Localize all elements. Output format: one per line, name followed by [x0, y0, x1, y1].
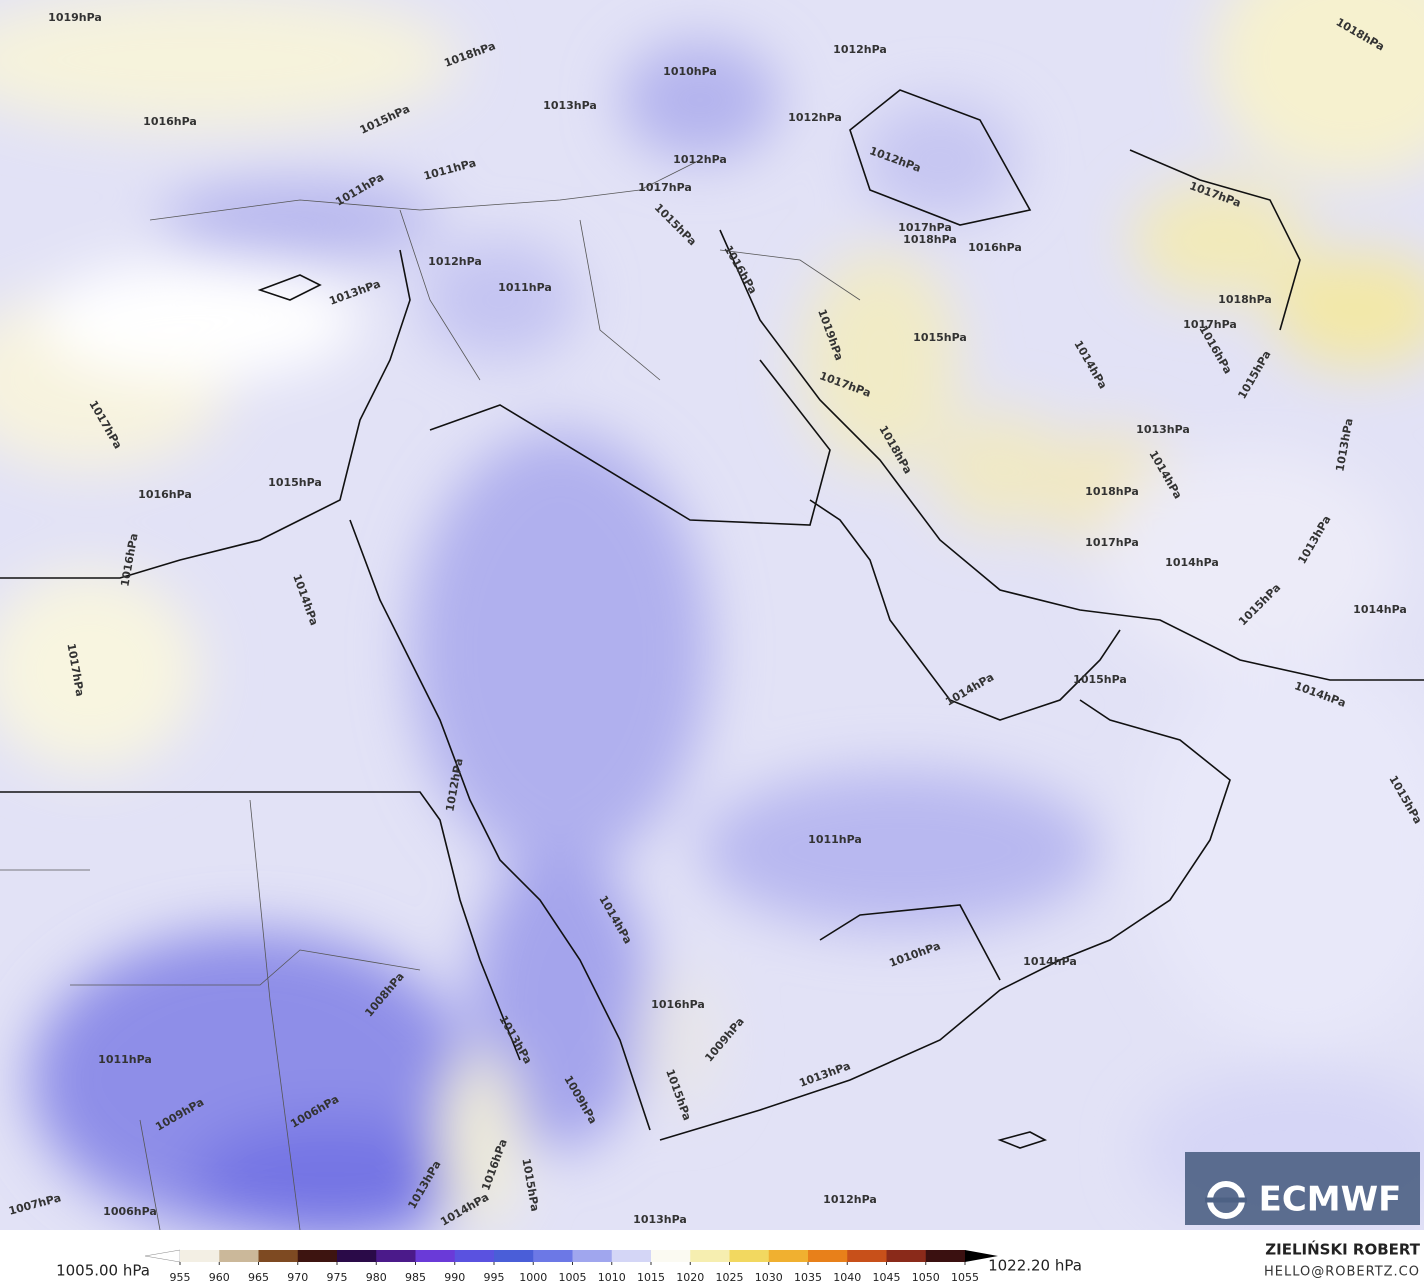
- isobar-label: 1006hPa: [103, 1205, 157, 1218]
- colorbar-tick-label: 1005: [559, 1271, 587, 1284]
- colorbar-segment: [808, 1250, 848, 1262]
- author: ZIELIŃSKI ROBERT: [1265, 1240, 1420, 1259]
- isobar-label: 1013hPa: [1136, 423, 1190, 436]
- isobar-label: 1011hPa: [808, 833, 862, 846]
- isobar-label: 1014hPa: [1353, 603, 1407, 616]
- isobar-label: 1016hPa: [143, 115, 197, 128]
- colorbar-tick-label: 980: [366, 1271, 387, 1284]
- colorbar: 955 960 965 970 975 980 985 990 995 1000 1005 1010 1…: [144, 1249, 998, 1284]
- pressure-field: [0, 0, 1424, 1230]
- isobar-label: 1012hPa: [823, 1193, 877, 1206]
- colorbar-segment: [376, 1250, 416, 1262]
- colorbar-tick-label: 955: [170, 1271, 191, 1284]
- colorbar-tick-label: 1045: [873, 1271, 901, 1284]
- isobar-label: 1018hPa: [1218, 293, 1272, 306]
- colorbar-tick-label: 1050: [912, 1271, 940, 1284]
- isobar-label: 1016hPa: [651, 998, 705, 1011]
- colorbar-tick-label: 995: [484, 1271, 505, 1284]
- colorbar-segment: [533, 1250, 573, 1262]
- isobar-label: 1015hPa: [1073, 673, 1127, 686]
- colorbar-segment: [925, 1250, 966, 1262]
- map: 1019hPa 1018hPa 1012hPa 1010hPa 1018hPa 1016h…: [0, 0, 1424, 1230]
- colorbar-end: [965, 1250, 998, 1262]
- colorbar-tick-label: 1015: [637, 1271, 665, 1284]
- isobar-label: 1012hPa: [788, 111, 842, 124]
- colorbar-segment: [219, 1250, 259, 1262]
- colorbar-tick-label: 1025: [716, 1271, 744, 1284]
- isobar-label: 1010hPa: [663, 65, 717, 78]
- colorbar-segment: [415, 1250, 456, 1262]
- isobar-label: 1013hPa: [543, 99, 597, 112]
- email: HELLO@ROBERTZ.CO: [1264, 1265, 1420, 1280]
- borders: [0, 89, 1424, 1230]
- isobar-label: 1018hPa: [903, 233, 957, 246]
- isobar-label: 1013hPa: [633, 1213, 687, 1226]
- colorbar-tick-label: 990: [444, 1271, 465, 1284]
- colorbar-segment: [690, 1250, 730, 1262]
- logo-text: ECMWF: [1259, 1180, 1402, 1220]
- colorbar-segment: [729, 1250, 770, 1262]
- isobar-label: 1016hPa: [138, 488, 192, 501]
- colorbar-segment: [258, 1250, 299, 1262]
- colorbar-segment: [297, 1250, 338, 1262]
- isobar-label: 1011hPa: [98, 1053, 152, 1066]
- colorbar-tick-label: 1040: [833, 1271, 861, 1284]
- colorbar-tick-label: 975: [327, 1271, 348, 1284]
- colorbar-tick-label: 985: [405, 1271, 426, 1284]
- max-pressure: 1022.20 hPa: [988, 1257, 1082, 1275]
- colorbar-segment: [847, 1250, 887, 1262]
- isobar-label: 1017hPa: [898, 221, 952, 234]
- colorbar-segment: [768, 1250, 809, 1262]
- isobar-label: 1017hPa: [1085, 536, 1139, 549]
- isobar-label: 1018hPa: [1085, 485, 1139, 498]
- isobar-label: 1015hPa: [913, 331, 967, 344]
- isobar-label: 1019hPa: [48, 11, 102, 24]
- ecmwf-logo: ECMWF: [1185, 1152, 1420, 1225]
- isobar-label: 1011hPa: [498, 281, 552, 294]
- colorbar-tick-label: 1020: [676, 1271, 704, 1284]
- colorbar-tick-label: 965: [248, 1271, 269, 1284]
- colorbar-tick-label: 1055: [951, 1271, 979, 1284]
- min-pressure: 1005.00 hPa: [56, 1262, 150, 1280]
- colorbar-segment: [611, 1250, 652, 1262]
- colorbar-segment: [180, 1250, 220, 1262]
- isobar-label: 1014hPa: [1023, 955, 1077, 968]
- isobar-label: 1015hPa: [268, 476, 322, 489]
- colorbar-segment: [494, 1250, 534, 1262]
- isobar-label: 1014hPa: [1165, 556, 1219, 569]
- colorbar-segment: [337, 1250, 377, 1262]
- colorbar-tick-label: 1035: [794, 1271, 822, 1284]
- colorbar-tick-label: 960: [209, 1271, 230, 1284]
- isobar-label: 1016hPa: [968, 241, 1022, 254]
- colorbar-tick-label: 970: [287, 1271, 308, 1284]
- colorbar-segment: [454, 1250, 495, 1262]
- isobar-label: 1017hPa: [1183, 318, 1237, 331]
- colorbar-tick-label: 1010: [598, 1271, 626, 1284]
- isobar-label: 1017hPa: [638, 181, 692, 194]
- colorbar-segment: [651, 1250, 691, 1262]
- isobar-label: 1012hPa: [428, 255, 482, 268]
- colorbar-segment: [572, 1250, 613, 1262]
- colorbar-tick-label: 1030: [755, 1271, 783, 1284]
- isobar-label: 1012hPa: [673, 153, 727, 166]
- isobar-label: 1012hPa: [833, 43, 887, 56]
- colorbar-tick-label: 1000: [519, 1271, 547, 1284]
- colorbar-segment: [886, 1250, 927, 1262]
- colorbar-start: [144, 1249, 181, 1263]
